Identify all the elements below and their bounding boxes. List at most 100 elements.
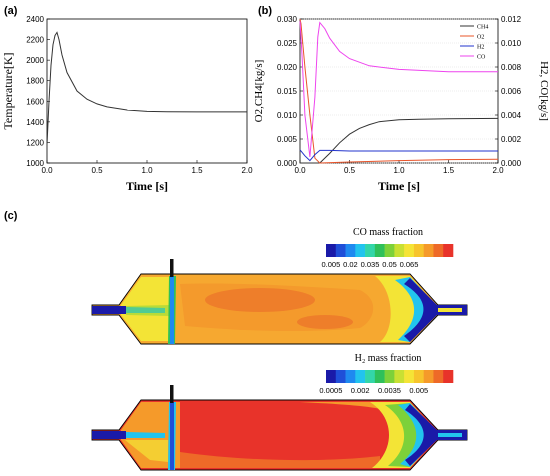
h2-colorbar-swatch xyxy=(394,370,405,383)
co-injection-plume-core xyxy=(170,276,174,344)
co-colorbar-swatch xyxy=(443,244,454,257)
h2-colorbar-swatch xyxy=(374,370,385,383)
chart-a-xtick-label: 2.0 xyxy=(241,166,253,175)
chart-a-xlabel: Time [s] xyxy=(126,179,168,193)
h2-colorbar-swatch xyxy=(326,370,337,383)
chart-b-xtick-label: 1.5 xyxy=(443,166,455,175)
temperature-chart: 1000 1200 1400 1600 1800 2000 2200 2400 0.0 0.5 1… xyxy=(1,15,253,193)
h2-colorbar-swatch xyxy=(423,370,434,383)
chart-b-ytick-right-label: 0.004 xyxy=(501,111,522,120)
co-outlet-blue xyxy=(404,278,467,342)
legend-label-h2: H2 xyxy=(477,45,484,51)
chart-b-ytick-label: 0.010 xyxy=(277,111,298,120)
chart-b-xtick-label: 0.5 xyxy=(344,166,356,175)
temperature-series-line xyxy=(46,31,247,145)
chart-b-ytick-right-label: 0.002 xyxy=(501,135,522,144)
chart-b-ytick-label: 0.025 xyxy=(277,39,298,48)
h2-colorbar-tick-label: 0.002 xyxy=(351,386,370,395)
chart-b-legend: CH4 O2 H2 CO xyxy=(460,25,488,61)
co-colorbar-swatch xyxy=(355,244,366,257)
co-reactor-contour xyxy=(91,259,468,345)
chart-b-xtick-label: 2.0 xyxy=(492,166,504,175)
chart-b-ytick-label: 0.020 xyxy=(277,63,298,72)
series-line-ch4 xyxy=(300,117,499,164)
h2-colorbar-swatch xyxy=(443,370,454,383)
chart-b-ytick-label: 0.015 xyxy=(277,87,298,96)
co-zone-dark-pocket-1 xyxy=(205,288,315,312)
h2-colorbar-swatch xyxy=(345,370,356,383)
co-colorbar-tick-label: 0.065 xyxy=(400,260,419,269)
chart-b-ytick-right-label: 0.010 xyxy=(501,39,522,48)
h2-injector-pipe xyxy=(170,385,174,403)
h2-colorbar-tick-label: 0.0035 xyxy=(378,386,401,395)
chart-b-ytick-label: 0.000 xyxy=(277,159,298,168)
co-colorbar-swatch xyxy=(394,244,405,257)
co-colorbar-tick-label: 0.035 xyxy=(361,260,380,269)
legend-label-ch4: CH4 xyxy=(477,25,488,31)
h2-outlet-cyan xyxy=(398,403,436,467)
panel-c-label: (c) xyxy=(4,210,18,222)
h2-colorbar-tick-label: 0.005 xyxy=(409,386,428,395)
h2-colorbar-swatch xyxy=(433,370,444,383)
co-colorbar-swatch xyxy=(423,244,434,257)
chart-b-ytick-right-label: 0.012 xyxy=(501,15,522,24)
h2-colorbar-swatch xyxy=(355,370,366,383)
h2-colorbar-swatch xyxy=(404,370,415,383)
chart-b-xtick-label: 0.0 xyxy=(294,166,306,175)
chart-a-ytick-label: 1400 xyxy=(26,118,44,127)
chart-b-ytick-label: 0.030 xyxy=(277,15,298,24)
co-outlet-cyan xyxy=(395,277,436,342)
legend-label-co: CO xyxy=(477,55,486,61)
h2-contour-panel: H₂ mass fraction 0.0005 0.002 0.0035 0.005 xyxy=(91,353,468,471)
panel-a-label: (a) xyxy=(4,5,18,17)
co-inlet-jet-green xyxy=(126,305,170,316)
chart-a-xtick-label: 1.0 xyxy=(141,166,153,175)
co-colorbar-tick-label: 0.005 xyxy=(322,260,341,269)
h2-colorbar-swatch xyxy=(413,370,424,383)
co-colorbar-swatch xyxy=(374,244,385,257)
co-colorbar-swatch xyxy=(335,244,346,257)
co-colorbar-swatch xyxy=(365,244,376,257)
co-contour-panel: CO mass fraction 0.005 0.02 0.035 0.05 0.065 xyxy=(91,227,468,345)
h2-inlet-jet-blue xyxy=(92,431,126,439)
chart-a-ytick-label: 1000 xyxy=(26,159,44,168)
co-colorbar-swatch xyxy=(345,244,356,257)
chart-b-xlabel: Time [s] xyxy=(378,179,420,193)
chart-b-ytick-right-label: 0.000 xyxy=(501,159,522,168)
h2-outlet-blue xyxy=(405,404,467,466)
h2-outlet-jet-cyan xyxy=(438,433,462,437)
co-zone-dark-pocket-2 xyxy=(297,315,353,329)
co-contour-title: CO mass fraction xyxy=(353,227,423,238)
co-colorbar-swatch xyxy=(326,244,337,257)
h2-reactor-contour xyxy=(91,385,468,471)
series-line-co xyxy=(299,21,498,158)
co-colorbar-swatch xyxy=(413,244,424,257)
h2-zone-yellow-left xyxy=(125,440,168,462)
chart-b-ylabel-right: H2, CO[kg/s] xyxy=(538,61,550,121)
chart-a-ytick-label: 2200 xyxy=(26,36,44,45)
series-line-o2 xyxy=(299,18,499,164)
co-colorbar xyxy=(326,244,454,257)
co-colorbar-swatch xyxy=(404,244,415,257)
chart-a-ytick-label: 1200 xyxy=(26,138,44,147)
chart-b-xtick-label: 1.0 xyxy=(393,166,405,175)
chart-b-ytick-right-label: 0.006 xyxy=(501,87,522,96)
chart-a-ytick-label: 1800 xyxy=(26,77,44,86)
h2-injection-plume-core xyxy=(170,402,174,470)
h2-colorbar-swatch xyxy=(335,370,346,383)
co-inlet-jet-blue xyxy=(92,306,126,314)
legend-label-o2: O2 xyxy=(477,35,484,41)
chart-b-ylabel: O2,CH4[kg/s] xyxy=(253,60,265,123)
h2-contour-title: H₂ mass fraction xyxy=(355,353,422,364)
chart-b-ytick-label: 0.005 xyxy=(277,135,298,144)
h2-colorbar xyxy=(326,370,454,383)
chart-b-ytick-right-label: 0.008 xyxy=(501,63,522,72)
h2-inlet-jet-cyan xyxy=(126,432,165,438)
h2-colorbar-swatch xyxy=(365,370,376,383)
panel-b-label: (b) xyxy=(258,5,272,17)
chart-a-ytick-label: 2400 xyxy=(26,15,44,24)
h2-zone-orange-lower xyxy=(180,452,380,468)
chart-a-xtick-label: 0.5 xyxy=(91,166,103,175)
